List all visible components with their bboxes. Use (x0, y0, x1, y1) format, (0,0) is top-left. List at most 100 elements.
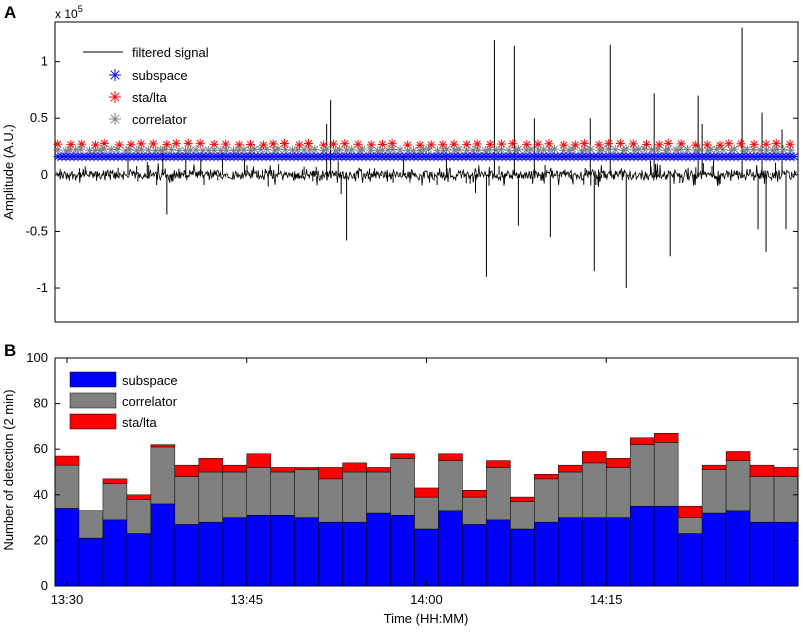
bar-subspace (438, 510, 463, 587)
sta-lta-marker (209, 139, 219, 149)
sta-lta-marker (771, 138, 781, 148)
bar-sta-lta (773, 467, 799, 477)
bar-subspace (126, 533, 152, 587)
bar-correlator (606, 467, 631, 518)
bar-subspace (773, 521, 799, 587)
panel-b-legend: subspace correlator sta/lta (69, 371, 178, 430)
bar-correlator (150, 446, 176, 505)
y-multiplier: x 105 (55, 4, 83, 21)
correlator-marker (322, 144, 332, 154)
sta-lta-marker (663, 138, 673, 148)
correlator-marker (634, 144, 644, 154)
bar-correlator (653, 442, 679, 507)
correlator-marker (366, 145, 376, 155)
bar-sta-lta (174, 464, 200, 477)
subspace-marker (789, 152, 799, 162)
b-ytick-label: 40 (34, 487, 48, 502)
a-ytick-label: 0.5 (30, 110, 48, 125)
a-ytick-label: 0 (41, 167, 48, 182)
bar-correlator (534, 478, 559, 523)
bar-correlator (126, 499, 152, 534)
bar-subspace (701, 512, 727, 587)
sta-lta-marker (615, 138, 625, 148)
correlator-marker (671, 145, 681, 155)
correlator-marker (748, 145, 758, 155)
bar-correlator (486, 467, 511, 521)
bar-sta-lta (150, 444, 176, 448)
bar-subspace (677, 533, 703, 587)
bar-subspace (342, 521, 367, 587)
bar-subspace (725, 510, 751, 587)
bar-correlator (749, 476, 775, 523)
correlator-marker (262, 144, 272, 154)
panel-b-xlabel: Time (HH:MM) (384, 611, 469, 626)
sta-lta-marker (148, 139, 158, 149)
sta-lta-marker (387, 138, 397, 148)
bar-subspace (510, 528, 535, 587)
bar-subspace (222, 517, 247, 587)
bar-sta-lta (701, 464, 727, 470)
b-ytick-label: 0 (41, 578, 48, 593)
bar-correlator (773, 476, 799, 523)
correlator-marker (718, 144, 728, 154)
bar-correlator (366, 471, 391, 514)
legend-filtered-signal-label: filtered signal (132, 45, 209, 60)
sta-lta-marker (579, 138, 589, 148)
correlator-marker (621, 144, 631, 154)
correlator-marker (160, 144, 170, 154)
b-ytick-label: 80 (34, 396, 48, 411)
correlator-marker (610, 145, 620, 155)
panel-b-ylabel: Number of detection (2 min) (1, 389, 16, 550)
legend-sta-lta-marker (109, 91, 121, 103)
bar-sta-lta (749, 464, 775, 477)
bar-correlator (246, 467, 271, 516)
bar-sta-lta (54, 455, 80, 466)
sta-lta-marker (171, 138, 181, 148)
bar-correlator (701, 469, 727, 514)
legend-b-sta-lta-swatch (69, 413, 117, 430)
bar-subspace (198, 521, 224, 587)
a-ytick-label: -1 (36, 280, 48, 295)
correlator-marker (663, 144, 673, 154)
bar-subspace (606, 517, 631, 587)
sta-lta-marker (785, 139, 795, 149)
correlator-marker (76, 144, 86, 154)
legend-subspace-label: subspace (132, 68, 188, 83)
panel-b-label: B (4, 341, 16, 360)
bar-correlator (198, 471, 224, 523)
correlator-marker (778, 145, 788, 155)
legend-subspace-star (109, 69, 121, 81)
bar-sta-lta (510, 496, 535, 502)
bar-subspace (414, 528, 439, 587)
legend-subspace-marker (109, 69, 121, 81)
filtered-signal-trace (55, 163, 797, 188)
bar-correlator (725, 460, 751, 512)
b-xtick-label: 14:00 (410, 592, 443, 607)
y-multiplier-base: x 10 (55, 7, 78, 21)
correlator-marker (694, 145, 704, 155)
correlator-marker (682, 145, 692, 155)
bar-subspace (629, 505, 655, 587)
bar-correlator (629, 444, 655, 507)
legend-sta-lta-star (109, 91, 121, 103)
correlator-marker (143, 145, 153, 155)
b-xtick-label: 13:30 (51, 592, 84, 607)
correlator-marker (174, 145, 184, 155)
bar-sta-lta (438, 453, 463, 461)
bar-sta-lta (653, 432, 679, 443)
panel-b-bars (54, 432, 799, 587)
legend-correlator-label: correlator (132, 112, 188, 127)
legend-correlator-marker (109, 113, 121, 125)
bar-correlator (510, 501, 535, 530)
sta-lta-marker (279, 138, 289, 148)
legend-b-correlator-label: correlator (122, 394, 178, 409)
correlator-marker (424, 144, 434, 154)
correlator-marker (513, 144, 523, 154)
panel-a-y-ticks: -1 -0.5 0 0.5 1 (26, 54, 798, 295)
correlator-marker (786, 145, 796, 155)
bar-subspace (150, 503, 176, 587)
sta-lta-marker (195, 138, 205, 148)
sta-lta-marker (702, 140, 712, 150)
panel-a-axes-frame (54, 21, 799, 323)
